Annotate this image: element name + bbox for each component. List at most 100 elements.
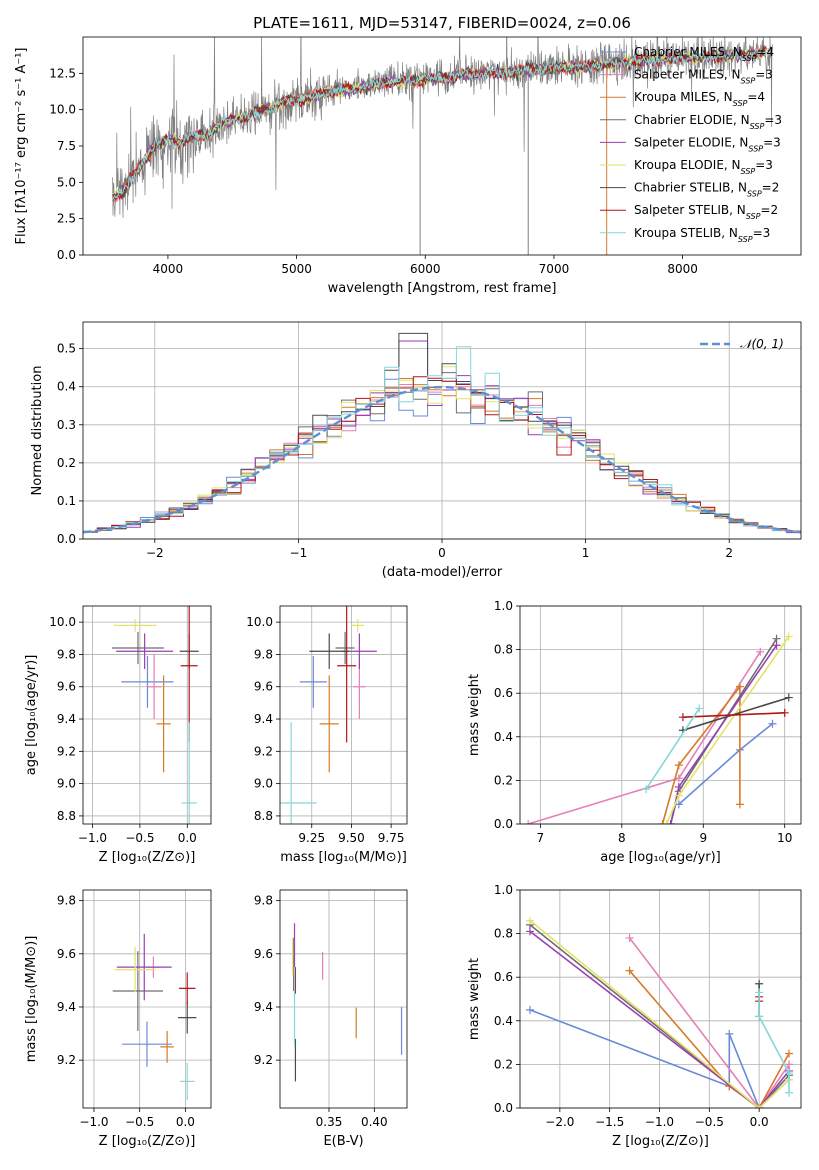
axes-frame xyxy=(82,889,212,1109)
point-marker-salpeter-miles xyxy=(625,933,634,942)
x-tick-label: 9.75 xyxy=(378,831,405,845)
errorbar-kroupa-miles xyxy=(319,675,339,773)
y-tick-label: 9.8 xyxy=(57,894,76,908)
y-tick-label: 0.3 xyxy=(57,418,76,432)
y-axis-label: age [log₁₀(age/yr)] xyxy=(24,655,39,776)
x-tick-label: −2.0 xyxy=(545,1115,574,1129)
point-marker-kroupa-stelib xyxy=(695,704,704,713)
point-marker-kroupa-elodie xyxy=(662,820,671,824)
plot-area xyxy=(292,923,403,1082)
y-tick-label: 0.0 xyxy=(57,248,76,262)
y-tick-label: 9.6 xyxy=(254,947,273,961)
plot-area xyxy=(525,916,794,1108)
series-line-kroupa-stelib xyxy=(645,708,700,790)
point-marker-kroupa-miles xyxy=(625,966,634,975)
y-tick-label: 1.0 xyxy=(494,883,513,897)
axes-frame xyxy=(82,605,212,825)
point-marker-kroupa-elodie xyxy=(755,1104,764,1108)
errorbar-chabrier-elodie xyxy=(112,951,163,1031)
series-line-salpeter-miles xyxy=(527,651,761,824)
errorbar-kroupa-miles xyxy=(160,1030,174,1063)
y-tick-label: 0.8 xyxy=(494,927,513,941)
point-marker-salpeter-miles xyxy=(674,774,683,783)
y-tick-label: 0.0 xyxy=(57,532,76,546)
x-tick-label: −0.5 xyxy=(125,831,154,845)
point-marker-kroupa-miles xyxy=(674,761,683,770)
x-tick-label: −1.0 xyxy=(78,831,107,845)
y-tick-label: 9.4 xyxy=(57,712,76,726)
x-tick-label: −0.5 xyxy=(125,1115,154,1129)
panel-age-vs-z: −1.0 −0.5 0.0 8.8 9.0 9.2 9.4 9.6 9.8 10.0 Z [log₁… xyxy=(24,605,212,865)
x-tick-label: 0.0 xyxy=(176,1115,195,1129)
point-marker-kroupa-miles xyxy=(735,800,744,809)
legend-label-chabrier-miles: Chabrier MILES, NSSP=4 xyxy=(634,45,774,63)
plot-area xyxy=(280,606,377,824)
y-tick-label: 9.2 xyxy=(57,1053,76,1067)
panel-mass-vs-e-b-v-: 0.35 0.40 9.2 9.4 9.6 9.8 E(B-V) xyxy=(254,889,408,1149)
y-tick-label: 5.0 xyxy=(57,175,76,189)
point-marker-kroupa-stelib xyxy=(755,1012,764,1021)
panel-residual-histogram: −2 −1 0 1 2 0.0 0.1 0.2 0.3 0.4 0.5 (data-model)/er… xyxy=(30,321,802,580)
x-tick-label: 0.40 xyxy=(361,1115,388,1129)
y-tick-label: 8.8 xyxy=(254,809,273,823)
model-spectrum-kroupa-stelib xyxy=(112,48,767,200)
x-tick-label: 9.50 xyxy=(338,831,365,845)
errorbar-kroupa-miles xyxy=(156,675,171,773)
y-tick-label: 9.2 xyxy=(57,744,76,758)
histogram-chabrier-stelib xyxy=(83,332,801,533)
legend-label-salpeter-miles: Salpeter MILES, NSSP=3 xyxy=(634,68,773,86)
point-marker-salpeter-miles xyxy=(756,647,765,656)
y-tick-label: 10.0 xyxy=(49,103,76,117)
point-marker-chabrier-miles xyxy=(725,1029,734,1038)
y-tick-label: 0.0 xyxy=(494,1101,513,1115)
x-tick-label: 2 xyxy=(725,546,733,560)
legend-label-chabrier-elodie: Chabrier ELODIE, NSSP=3 xyxy=(634,113,782,131)
panel-mass-vs-z: −1.0 −0.5 0.0 9.2 9.4 9.6 9.8 Z [log₁₀(Z/Z⊙)] ma… xyxy=(24,889,212,1149)
point-marker-kroupa-stelib xyxy=(785,1069,794,1078)
series-line-chabrier-stelib xyxy=(682,696,790,732)
errorbar-salpeter-elodie xyxy=(116,633,174,669)
y-axis-label: Normed distribution xyxy=(30,366,45,496)
x-tick-label: −1.5 xyxy=(595,1115,624,1129)
errorbar-chabrier-elodie xyxy=(335,631,355,665)
series-line-kroupa-elodie xyxy=(529,919,790,1108)
errorbar-salpeter-stelib xyxy=(180,606,198,743)
point-marker-kroupa-miles xyxy=(735,682,744,691)
y-tick-label: 0.2 xyxy=(57,456,76,470)
errorbar-salpeter-miles xyxy=(147,654,162,720)
x-tick-label: 5000 xyxy=(281,262,312,276)
errorbar-chabrier-miles xyxy=(121,656,174,708)
errorbar-salpeter-stelib xyxy=(179,972,196,1005)
plot-area xyxy=(524,632,793,824)
y-tick-label: 0.8 xyxy=(494,643,513,657)
errorbar-chabrier-miles xyxy=(121,1021,173,1067)
point-marker-kroupa-miles xyxy=(785,1049,794,1058)
axes-frame xyxy=(82,321,802,540)
y-tick-label: 9.2 xyxy=(254,744,273,758)
axes-frame xyxy=(82,36,802,256)
y-axis-label: mass weight xyxy=(467,674,482,756)
point-marker-salpeter-miles xyxy=(524,820,533,824)
point-marker-kroupa-stelib xyxy=(755,988,764,997)
point-marker-salpeter-elodie xyxy=(666,820,675,824)
point-marker-salpeter-elodie xyxy=(674,782,683,791)
x-tick-label: 4000 xyxy=(153,262,184,276)
x-tick-label: 7000 xyxy=(539,262,570,276)
errorbar-kroupa-elodie xyxy=(113,618,157,632)
y-tick-label: 9.4 xyxy=(254,1000,273,1014)
x-tick-label: 0.0 xyxy=(750,1115,769,1129)
y-axis-label: mass [log₁₀(M/M⊙)] xyxy=(24,936,39,1063)
panel-mass-weight-vs-age: 7 8 9 10 0.0 0.2 0.4 0.6 0.8 1.0 age [log₁₀(age/yr… xyxy=(467,599,802,865)
errorbar-chabrier-elodie xyxy=(111,631,165,665)
y-tick-label: 9.2 xyxy=(254,1053,273,1067)
y-tick-label: 0.4 xyxy=(57,380,76,394)
x-axis-label: Z [log₁₀(Z/Z⊙)] xyxy=(612,1134,709,1149)
series-line-chabrier-elodie xyxy=(529,924,790,1108)
x-tick-label: 0 xyxy=(438,546,446,560)
y-tick-label: 9.6 xyxy=(57,680,76,694)
axes-frame xyxy=(279,605,408,825)
x-tick-label: 0.0 xyxy=(178,831,197,845)
y-tick-label: 2.5 xyxy=(57,212,76,226)
y-tick-label: 10.0 xyxy=(49,615,76,629)
y-tick-label: 10.0 xyxy=(246,615,273,629)
